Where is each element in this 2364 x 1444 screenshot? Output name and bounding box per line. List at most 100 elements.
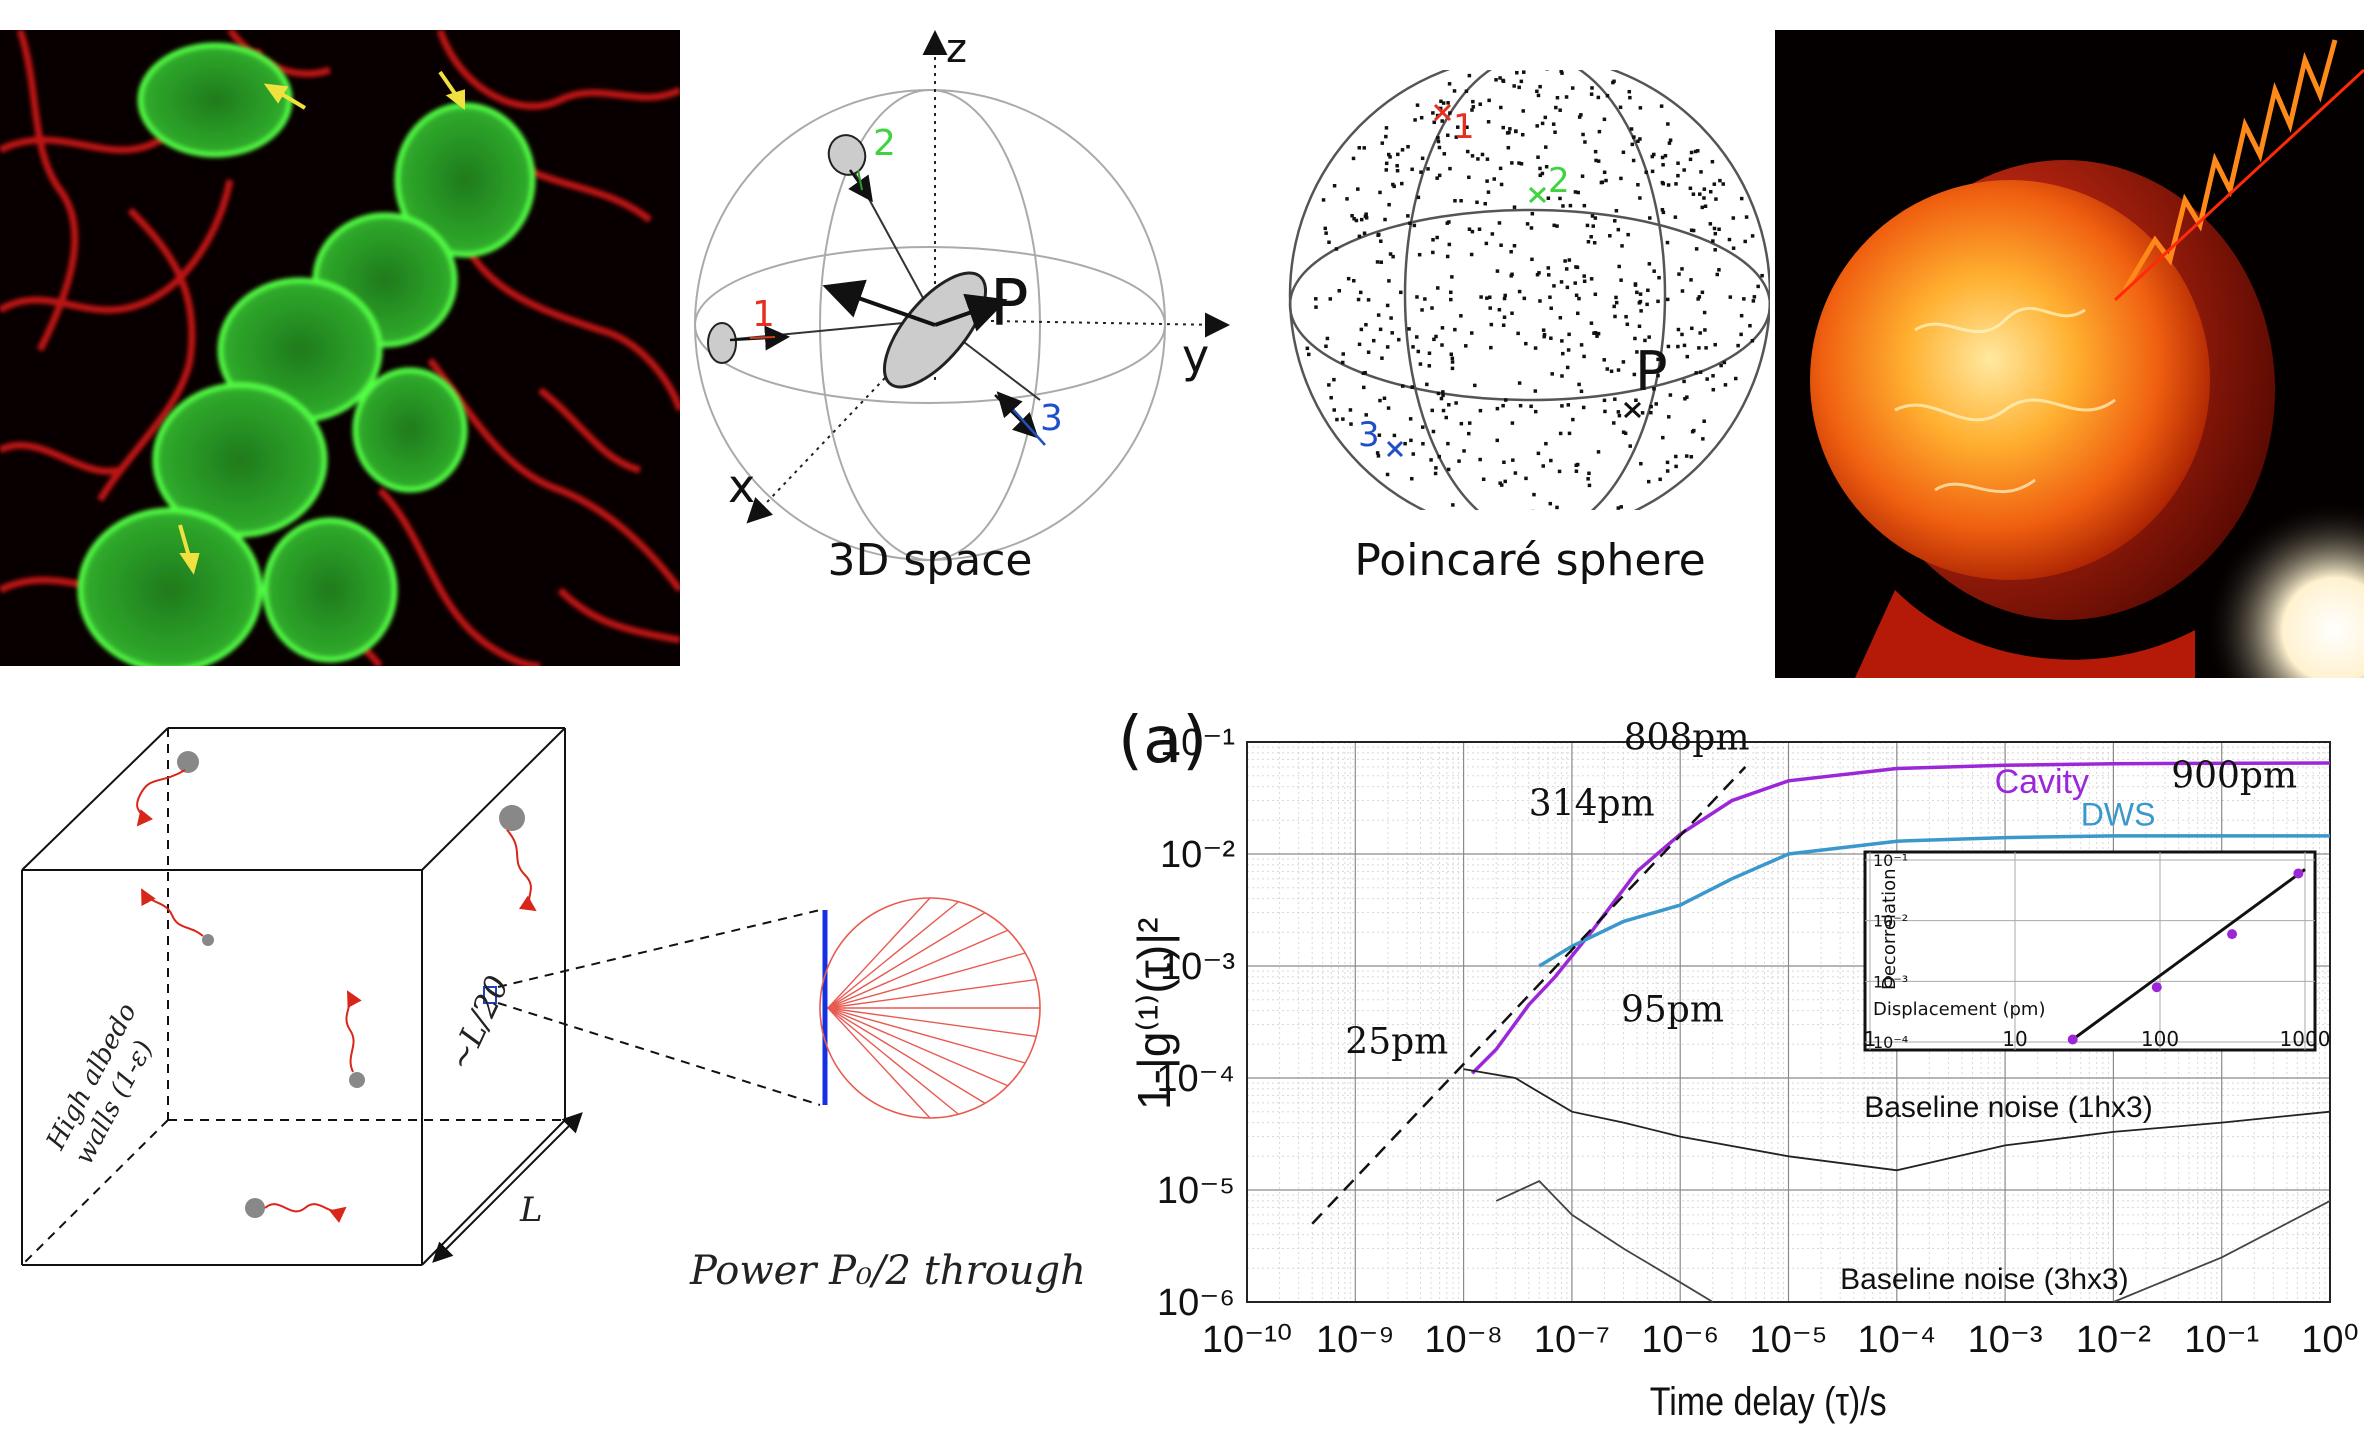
sample-point [1489,346,1493,350]
sample-point [1732,216,1736,220]
sample-point [1327,241,1331,245]
sample-point [1381,141,1385,145]
inset-y-tick-label: 10⁻¹ [1873,851,1908,870]
sample-point [1379,328,1383,332]
sample-point [1434,466,1438,470]
sample-point [1626,323,1630,327]
sample-point [1520,162,1524,166]
sample-point [1541,122,1545,126]
sample-point [1603,171,1607,175]
sample-point [1703,311,1707,315]
sample-point [1677,328,1681,332]
sample-point [1329,297,1333,301]
sample-point [1547,266,1551,270]
sample-point [1563,259,1567,263]
sample-point [1431,111,1435,115]
sample-point [1748,324,1752,328]
sample-point [1530,226,1534,230]
sample-point [1699,370,1703,374]
sample-point [1421,442,1425,446]
sample-point [1628,90,1632,94]
x-tick-label: 10⁻⁷ [1534,1319,1610,1361]
x-tick-label: 10⁻⁴ [1857,1319,1936,1361]
sample-point [1591,224,1595,228]
sample-point [1341,417,1345,421]
sample-point [1582,355,1586,359]
sample-point [1352,279,1356,283]
sample-point [1379,260,1383,264]
ray-arrow [828,953,1025,1008]
sample-point [1419,362,1423,366]
sample-point [1558,470,1562,474]
sample-point [1689,278,1693,282]
sample-point [1335,418,1339,422]
chart-annotation: 25pm [1345,1022,1448,1063]
sample-point [1615,209,1619,213]
sample-point [1356,187,1360,191]
sample-point [1674,455,1678,459]
sample-point [1386,473,1390,477]
sample-point [1661,163,1665,167]
sample-point [1567,403,1571,407]
sample-point [1740,314,1744,318]
x-tick-label: 10⁻² [2076,1319,2151,1361]
sample-point [1419,170,1423,174]
sample-point [1736,344,1740,348]
sample-point [1578,115,1582,119]
sample-point [1416,103,1420,107]
sample-point [1685,454,1689,458]
sample-point [1689,158,1693,162]
sample-point [1485,242,1489,246]
sample-point [1695,247,1699,251]
sample-point [1550,372,1554,376]
sample-point [1503,294,1507,298]
sample-point [1567,348,1571,352]
sample-point [1494,78,1498,82]
sample-point [1632,159,1636,163]
sample-point [1441,326,1445,330]
sample-point [1459,314,1463,318]
marker-label-2: 2 [1548,161,1570,201]
sample-point [1615,301,1619,305]
sample-point [1444,416,1448,420]
sample-point [1595,334,1599,338]
center-label-P: P [1635,340,1668,403]
sample-point [1716,273,1720,277]
sample-point [1498,221,1502,225]
sample-point [1697,346,1701,350]
sample-point [1560,374,1564,378]
sample-point [1752,299,1756,303]
sample-point [1756,285,1760,289]
sample-point [1338,289,1342,293]
sample-point [1524,342,1528,346]
sample-point [1307,353,1311,357]
sample-point [1434,472,1438,476]
sample-point [1476,157,1480,161]
sample-point [1555,506,1559,510]
sample-point [1680,267,1684,271]
ray-arrow [828,902,958,1008]
sample-point [1362,146,1366,150]
sample-point [1676,345,1680,349]
sample-point [1401,148,1405,152]
chart-annotation: 95pm [1621,990,1724,1031]
sample-point [1479,409,1483,413]
sample-point [1485,179,1489,183]
sample-point [1571,86,1575,90]
sample-point [1649,405,1653,409]
sample-point [1682,380,1686,384]
sample-point [1385,126,1389,130]
sample-point [1552,122,1556,126]
sample-point [1683,344,1687,348]
sample-point [1597,96,1601,100]
sample-point [1532,493,1536,497]
sample-point [1591,214,1595,218]
sample-point [1547,273,1551,277]
sample-point [1468,74,1472,78]
sample-point [1453,328,1457,332]
sample-point [1676,174,1680,178]
inset-x-tick-label: 1000 [2280,1027,2331,1051]
sample-point [1594,293,1598,297]
sample-point [1501,126,1505,129]
sample-point [1522,70,1526,74]
